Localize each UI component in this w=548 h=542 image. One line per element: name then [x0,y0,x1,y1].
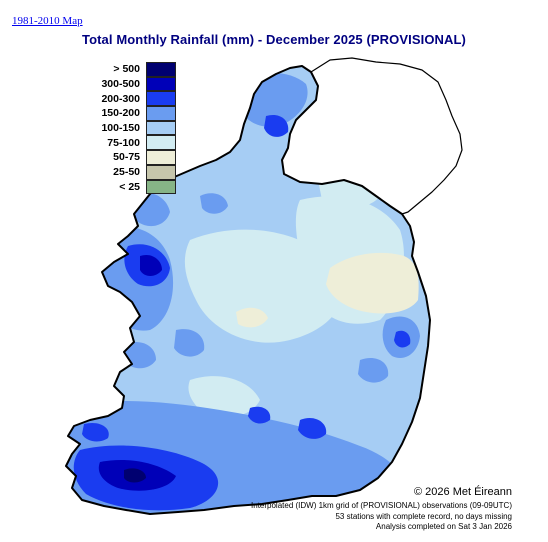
note-line: 53 stations with complete record, no day… [335,511,512,521]
legend-item: < 25 [92,179,176,195]
analysis-notes: Interpolated (IDW) 1km grid of (PROVISIO… [251,501,512,533]
copyright-credit: © 2026 Met Éireann [414,486,512,498]
legend-swatch [146,76,176,92]
legend-swatch [146,91,176,107]
legend-item: > 500 [92,62,176,77]
historical-map-link[interactable]: 1981-2010 Map [12,15,83,27]
legend-swatch [146,179,176,195]
legend-label: 300-500 [101,78,140,91]
legend-item: 25-50 [92,164,176,180]
legend-swatch [146,135,176,151]
legend-swatch [146,106,176,121]
legend-label: < 25 [119,180,140,193]
note-line: Analysis completed on Sat 3 Jan 2026 [375,522,512,531]
legend-item: 300-500 [92,76,176,92]
legend-swatch [146,164,176,180]
legend-label: 75-100 [107,136,140,149]
legend-label: 25-50 [113,166,140,179]
map-title: Total Monthly Rainfall (mm) - December 2… [82,32,466,47]
note-line: Interpolated (IDW) 1km grid of (PROVISIO… [251,501,512,510]
legend-label: 150-200 [101,107,140,120]
legend-label: 100-150 [101,122,140,135]
rainfall-legend: > 500 300-500 200-300 150-200 100-150 75… [92,62,176,195]
legend-item: 150-200 [92,106,176,121]
legend-swatch [146,120,176,136]
legend-item: 200-300 [92,91,176,107]
legend-item: 50-75 [92,150,176,165]
legend-item: 100-150 [92,120,176,136]
legend-swatch [146,62,176,77]
legend-label: 50-75 [113,151,140,164]
northern-ireland-outline [281,57,463,215]
legend-item: 75-100 [92,135,176,151]
legend-label: 200-300 [101,92,140,105]
legend-label: > 500 [113,63,140,76]
legend-swatch [146,150,176,165]
